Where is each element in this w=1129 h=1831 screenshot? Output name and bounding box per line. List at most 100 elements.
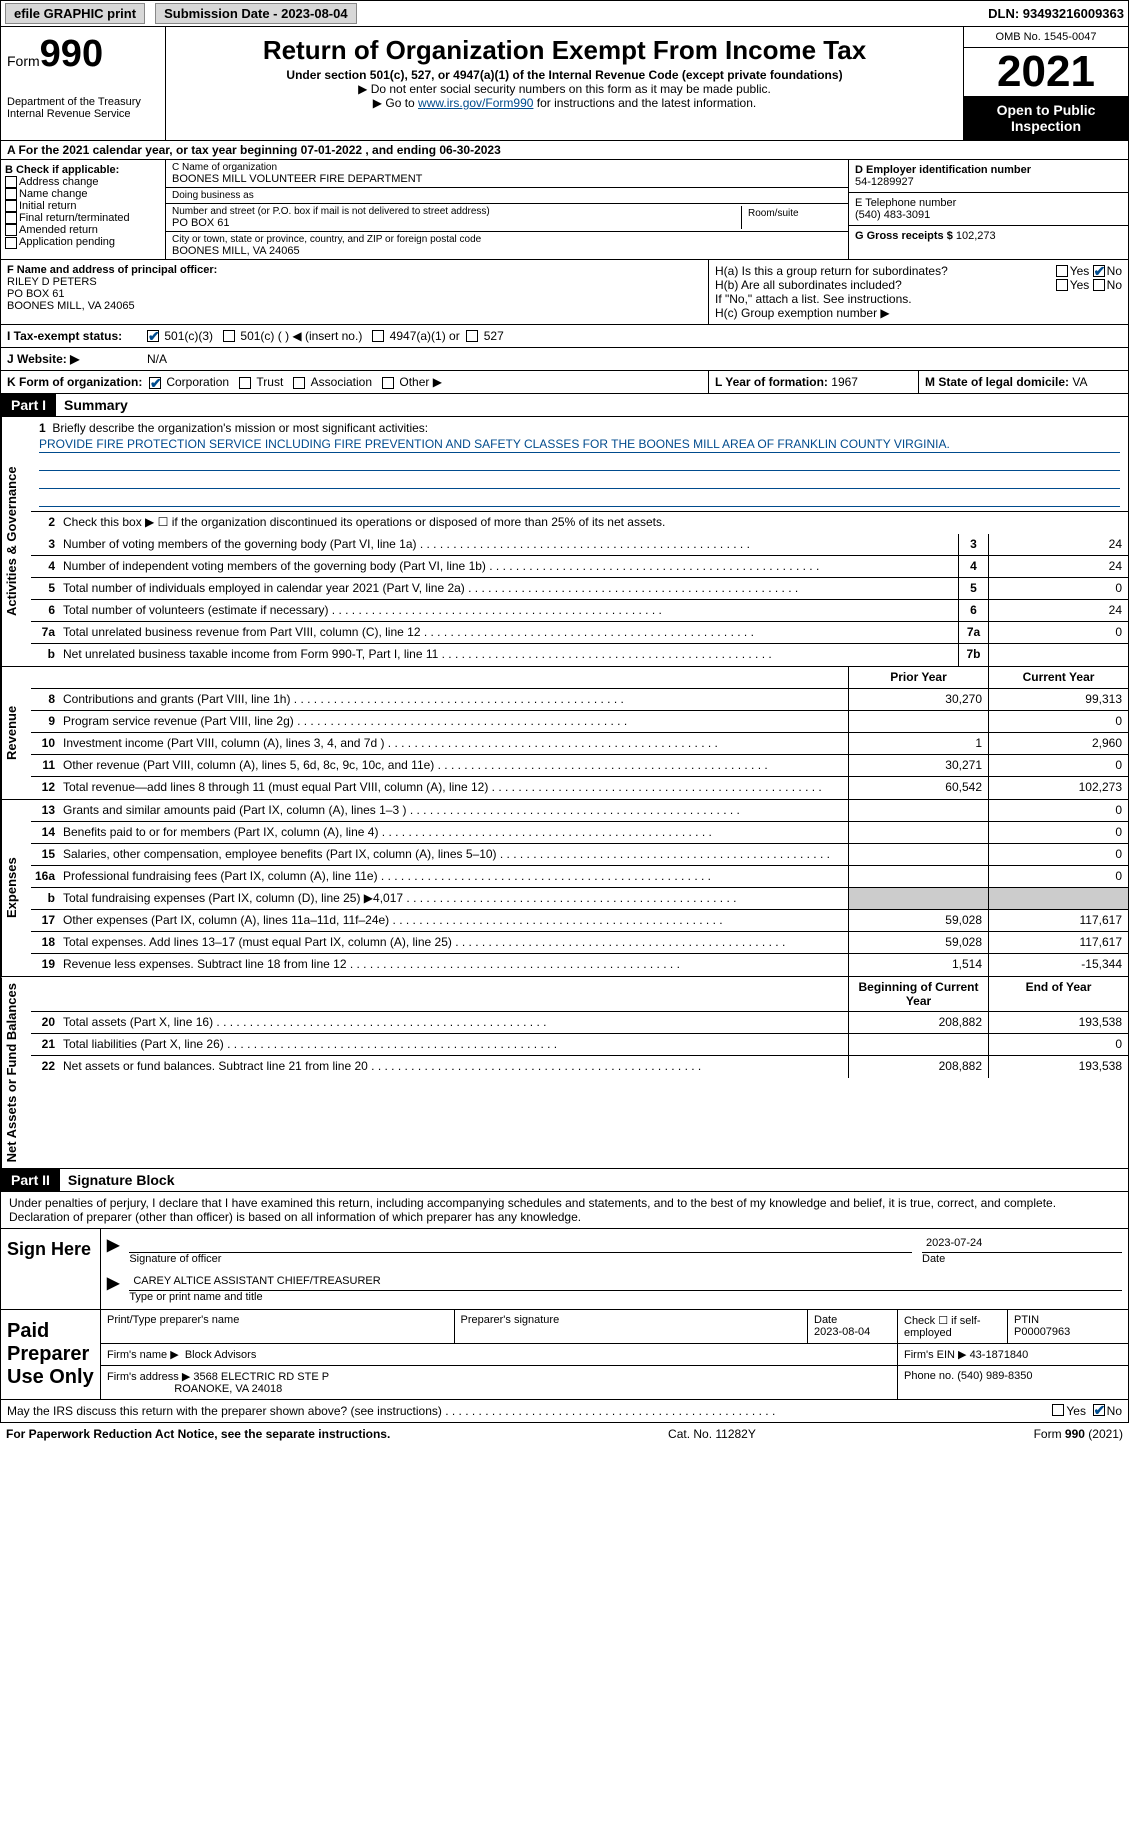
hdr-prior-year: Prior Year (848, 667, 988, 688)
note-ssn: ▶ Do not enter social security numbers o… (172, 82, 957, 96)
prep-sig-label: Preparer's signature (455, 1310, 809, 1343)
ha-yes[interactable] (1056, 265, 1068, 277)
phone-label: E Telephone number (855, 197, 1122, 209)
part1-title: Summary (56, 394, 136, 416)
line-m: M State of legal domicile: VA (918, 371, 1128, 393)
box-deg: D Employer identification number 54-1289… (848, 160, 1128, 259)
officer-addr2: BOONES MILL, VA 24065 (7, 300, 135, 312)
dln: DLN: 93493216009363 (988, 6, 1124, 21)
vtab-activities: Activities & Governance (1, 417, 31, 666)
summary-row: 5Total number of individuals employed in… (31, 578, 1128, 600)
firm-name: Block Advisors (185, 1349, 257, 1361)
summary-row: 22Net assets or fund balances. Subtract … (31, 1056, 1128, 1078)
part1-badge: Part I (1, 394, 56, 416)
line-a: A For the 2021 calendar year, or tax yea… (0, 141, 1129, 160)
summary-row: 15Salaries, other compensation, employee… (31, 844, 1128, 866)
vtab-revenue: Revenue (1, 667, 31, 799)
hdr-bcy: Beginning of Current Year (848, 977, 988, 1011)
cat-no: Cat. No. 11282Y (668, 1427, 756, 1441)
summary-row: 20Total assets (Part X, line 16)208,8821… (31, 1012, 1128, 1034)
summary-row: 16aProfessional fundraising fees (Part I… (31, 866, 1128, 888)
line-i: I Tax-exempt status: 501(c)(3) 501(c) ( … (0, 325, 1129, 348)
block-fh: F Name and address of principal officer:… (0, 260, 1129, 325)
typed-name: CAREY ALTICE ASSISTANT CHIEF/TREASURER (129, 1273, 1122, 1291)
summary-revenue: Revenue Prior Year Current Year 8Contrib… (0, 667, 1129, 800)
cb-501c[interactable] (223, 330, 235, 342)
hdr-current-year: Current Year (988, 667, 1128, 688)
sig-date: 2023-07-24 (922, 1235, 1122, 1253)
line-klm: K Form of organization: Corporation Trus… (0, 371, 1129, 394)
arrow-icon: ▶ (107, 1273, 119, 1303)
hb-yes[interactable] (1056, 279, 1068, 291)
summary-row: 9Program service revenue (Part VIII, lin… (31, 711, 1128, 733)
hb-no[interactable] (1093, 279, 1105, 291)
box-f: F Name and address of principal officer:… (1, 260, 708, 324)
irs-yes[interactable] (1052, 1404, 1064, 1416)
part1-header: Part I Summary (0, 394, 1129, 417)
summary-row: bNet unrelated business taxable income f… (31, 644, 1128, 666)
cb-amended[interactable] (5, 224, 17, 236)
firm-addr1: 3568 ELECTRIC RD STE P (193, 1371, 329, 1383)
firm-ein: 43-1871840 (970, 1349, 1029, 1361)
summary-row: 19Revenue less expenses. Subtract line 1… (31, 954, 1128, 976)
vtab-netassets: Net Assets or Fund Balances (1, 977, 31, 1168)
pra-notice: For Paperwork Reduction Act Notice, see … (6, 1427, 390, 1441)
mission-text: PROVIDE FIRE PROTECTION SERVICE INCLUDIN… (39, 437, 1120, 453)
cb-app-pending[interactable] (5, 237, 17, 249)
typed-label: Type or print name and title (129, 1291, 1122, 1303)
cb-527[interactable] (466, 330, 478, 342)
preparer-table: Print/Type preparer's name Preparer's si… (101, 1310, 1128, 1399)
submission-date: Submission Date - 2023-08-04 (155, 3, 357, 24)
signature-block: Under penalties of perjury, I declare th… (0, 1192, 1129, 1400)
summary-row: 18Total expenses. Add lines 13–17 (must … (31, 932, 1128, 954)
firm-phone: (540) 989-8350 (957, 1370, 1032, 1382)
ein-value: 54-1289927 (855, 176, 1122, 188)
irs-link[interactable]: www.irs.gov/Form990 (418, 96, 533, 110)
line-1: 1 Briefly describe the organization's mi… (31, 417, 1128, 512)
part2-header: Part II Signature Block (0, 1169, 1129, 1192)
cb-other[interactable] (382, 377, 394, 389)
city-label: City or town, state or province, country… (172, 234, 842, 245)
cb-final-return[interactable] (5, 212, 17, 224)
cb-assoc[interactable] (293, 377, 305, 389)
irs-discuss-line: May the IRS discuss this return with the… (0, 1400, 1129, 1423)
ha-no[interactable] (1093, 265, 1105, 277)
irs-no[interactable] (1093, 1404, 1105, 1416)
org-name: BOONES MILL VOLUNTEER FIRE DEPARTMENT (172, 173, 842, 185)
open-public: Open to Public Inspection (964, 96, 1128, 140)
cb-501c3[interactable] (147, 330, 159, 342)
prep-self-emp: Check ☐ if self-employed (898, 1310, 1008, 1343)
ha-label: H(a) Is this a group return for subordin… (715, 264, 1056, 278)
cb-initial-return[interactable] (5, 200, 17, 212)
cb-name-change[interactable] (5, 188, 17, 200)
cb-corp[interactable] (149, 377, 161, 389)
paid-preparer-label: Paid Preparer Use Only (1, 1310, 101, 1399)
sig-intro: Under penalties of perjury, I declare th… (1, 1192, 1128, 1228)
vtab-expenses: Expenses (1, 800, 31, 976)
addr-value: PO BOX 61 (172, 217, 741, 229)
form-label: Form (7, 53, 40, 69)
box-b: B Check if applicable: Address change Na… (1, 160, 166, 259)
prep-name-label: Print/Type preparer's name (101, 1310, 455, 1343)
summary-row: 14Benefits paid to or for members (Part … (31, 822, 1128, 844)
summary-row: 12Total revenue—add lines 8 through 11 (… (31, 777, 1128, 799)
sign-here-label: Sign Here (1, 1229, 101, 1309)
cb-4947[interactable] (372, 330, 384, 342)
line-k: K Form of organization: Corporation Trus… (1, 371, 708, 393)
website-value: N/A (147, 352, 167, 366)
box-c: C Name of organization BOONES MILL VOLUN… (166, 160, 848, 259)
gross-label: G Gross receipts $ (855, 230, 953, 242)
summary-row: 10Investment income (Part VIII, column (… (31, 733, 1128, 755)
hb-note: If "No," attach a list. See instructions… (715, 292, 1122, 306)
addr-label: Number and street (or P.O. box if mail i… (172, 206, 741, 217)
summary-row: 6Total number of volunteers (estimate if… (31, 600, 1128, 622)
efile-topbar: efile GRAPHIC print Submission Date - 20… (0, 0, 1129, 27)
efile-print-button[interactable]: efile GRAPHIC print (5, 3, 145, 24)
header-right: OMB No. 1545-0047 2021 Open to Public In… (963, 27, 1128, 140)
line-l: L Year of formation: 1967 (708, 371, 918, 393)
cb-address-change[interactable] (5, 176, 17, 188)
firm-addr2: ROANOKE, VA 24018 (174, 1383, 282, 1395)
officer-name: RILEY D PETERS (7, 276, 97, 288)
officer-addr1: PO BOX 61 (7, 288, 64, 300)
cb-trust[interactable] (239, 377, 251, 389)
